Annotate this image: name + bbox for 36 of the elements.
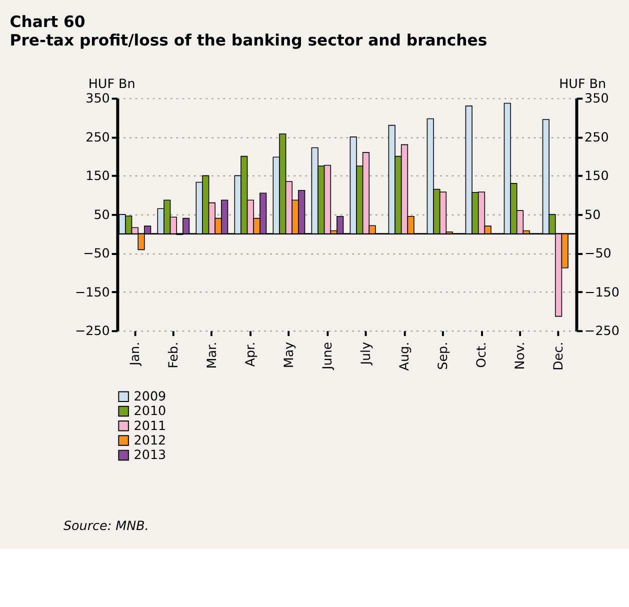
y-tick-label: 50 <box>94 206 110 222</box>
legend-label: 2010 <box>134 403 166 418</box>
y2-tick-label: 250 <box>584 129 609 144</box>
y2-tick-label: −150 <box>584 284 620 300</box>
x-tick-label: Sep. <box>434 342 450 370</box>
y2-axis-title: HUF Bn <box>559 76 606 91</box>
y-tick-label: −150 <box>75 284 110 300</box>
y-tick-label: 250 <box>86 129 110 144</box>
x-tick-label: Jan. <box>126 342 142 366</box>
x-tick-label: Aug. <box>396 342 412 371</box>
x-tick-label: Feb. <box>165 342 180 368</box>
y2-tick-label: −50 <box>584 246 612 261</box>
legend-label: 2011 <box>134 418 166 433</box>
x-tick-label: July <box>358 341 373 366</box>
y-axis-title: HUF Bn <box>88 76 136 91</box>
y-tick-label: −50 <box>83 246 110 261</box>
y2-tick-label: 50 <box>584 206 601 222</box>
y-tick-label: 150 <box>86 168 110 184</box>
x-tick-label: Dec. <box>550 342 566 370</box>
y-tick-label: 350 <box>86 90 110 106</box>
x-tick-label: Apr. <box>242 342 258 367</box>
y2-tick-label: −250 <box>584 323 620 338</box>
legend-label: 2013 <box>134 447 166 462</box>
x-tick-label: Oct. <box>473 342 488 368</box>
x-tick-label: Nov. <box>512 342 527 370</box>
y2-tick-label: 350 <box>584 90 609 106</box>
x-tick-label: June <box>319 342 334 371</box>
chart-subtitle: Pre-tax profit/loss of the banking sector and branches <box>10 31 488 50</box>
x-tick-label: Mar. <box>204 342 219 369</box>
chart-title: Chart 60 <box>10 12 86 31</box>
y2-tick-label: 150 <box>584 168 609 184</box>
legend-label: 2009 <box>134 388 166 404</box>
source-note: Source: MNB. <box>63 518 149 533</box>
legend-label: 2012 <box>134 432 166 448</box>
y-tick-label: −250 <box>75 323 110 338</box>
x-tick-label: May <box>280 341 296 368</box>
